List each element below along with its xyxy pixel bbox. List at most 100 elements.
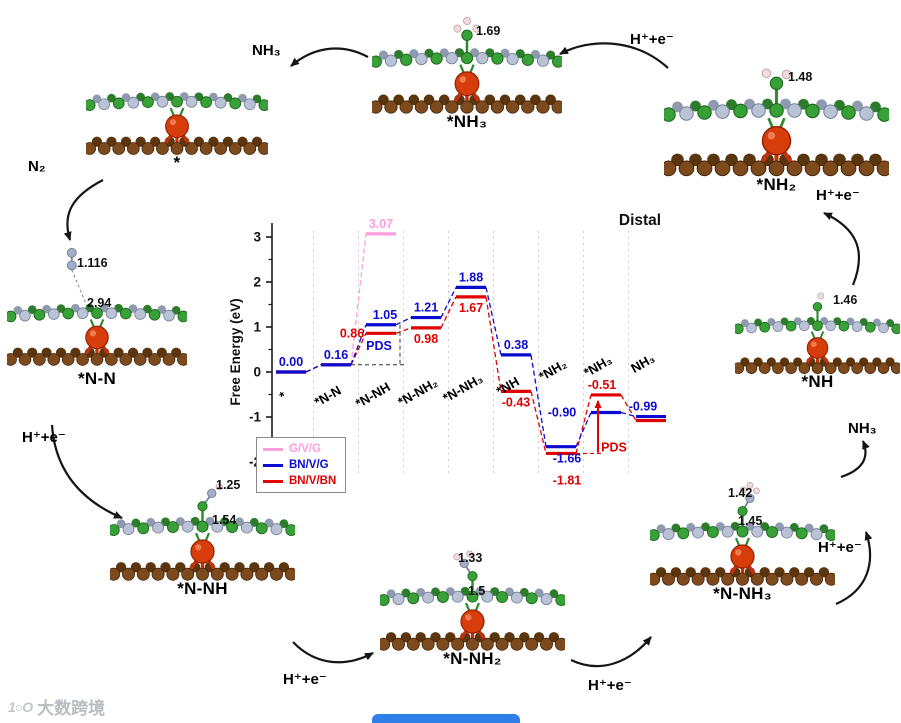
- svg-text:0.38: 0.38: [504, 338, 528, 352]
- svg-text:0.16: 0.16: [324, 348, 348, 362]
- structure-label: *: [173, 153, 181, 173]
- structure-n-nh3: 1.42 1.45 *N-NH₃: [650, 477, 835, 604]
- svg-text:1.05: 1.05: [373, 308, 397, 322]
- legend-line-swatch: [263, 479, 283, 483]
- structure-label: *NH: [801, 372, 834, 391]
- legend-line-swatch: [263, 447, 283, 451]
- structure-label: *N-N: [77, 368, 117, 388]
- bond-length: 1.42: [728, 486, 753, 500]
- watermark: 1○O 大数跨境: [8, 694, 105, 719]
- svg-text:Free Energy (eV): Free Energy (eV): [228, 298, 243, 405]
- structure-n-nh: 1.25 1.54 *N-NH: [110, 472, 295, 599]
- svg-text:0.00: 0.00: [279, 355, 303, 369]
- reaction-step-label: H⁺+e⁻: [818, 539, 862, 556]
- molecule-nh3: [372, 17, 562, 115]
- reaction-step-label: H⁺+e⁻: [630, 31, 674, 48]
- svg-text:-0.90: -0.90: [548, 406, 577, 420]
- bond-length: 1.116: [77, 256, 108, 270]
- svg-text:*N-NH₂: *N-NH₂: [395, 375, 440, 410]
- adsorbate-n-nh: [197, 483, 223, 525]
- svg-text:1: 1: [253, 320, 261, 335]
- arrow-nh2-to-nh3: [559, 42, 669, 69]
- legend-item: G/V/G: [263, 442, 336, 456]
- reaction-step-label: H⁺+e⁻: [283, 671, 327, 688]
- structure-label: *N-NH₃: [713, 584, 772, 603]
- svg-text:3.07: 3.07: [369, 217, 393, 231]
- legend-line-swatch: [263, 463, 283, 467]
- legend-label: BN/V/BN: [289, 475, 337, 487]
- structure-label: *NH₃: [446, 112, 488, 131]
- reaction-step-label: NH₃: [848, 420, 877, 437]
- legend-label: BN/V/G: [289, 459, 329, 471]
- molecule-nh2: [664, 68, 889, 179]
- arrow-nnh2-to-nnh3: [570, 636, 652, 668]
- arrow-nh-to-nh2: [823, 212, 861, 286]
- svg-text:*NH₂: *NH₂: [536, 356, 569, 384]
- arrow-nnh3-to-nh: [835, 531, 873, 606]
- molecule-n-nh3: [650, 481, 835, 587]
- structure-label: *NH₂: [756, 175, 797, 194]
- arrow-nh3-to-star: [290, 47, 369, 67]
- structure-nh: 1.46 *NH: [735, 277, 900, 392]
- svg-text:-1.81: -1.81: [553, 473, 582, 487]
- bond-length: 1.5: [468, 584, 486, 598]
- bond-length: 1.25: [216, 478, 241, 492]
- structure-label: *N-NH₂: [443, 649, 502, 668]
- svg-text:*N-NH: *N-NH: [353, 379, 393, 411]
- svg-text:*NH₃: *NH₃: [581, 352, 614, 380]
- svg-text:0: 0: [253, 365, 261, 380]
- arrow-nh3-release: [840, 440, 870, 479]
- structure-star: *: [86, 48, 268, 173]
- svg-text:-1: -1: [249, 410, 261, 425]
- bond-length: 1.69: [476, 24, 501, 38]
- svg-text:PDS: PDS: [366, 339, 392, 353]
- legend-item: BN/V/G: [263, 458, 336, 472]
- chart-legend: G/V/G BN/V/G BN/V/BN: [256, 437, 347, 493]
- structure-nn: 1.116 2.94 *N-N: [7, 242, 187, 389]
- arrow-star-to-nn: [63, 179, 104, 241]
- adsorbate-n2: [66, 247, 89, 309]
- molecule-star: [86, 90, 268, 157]
- svg-text:NH₃: NH₃: [628, 350, 657, 375]
- svg-text:1.21: 1.21: [414, 301, 438, 315]
- reaction-step-label: N₂: [28, 158, 46, 175]
- bond-length: 1.45: [738, 514, 763, 528]
- structure-nh2: 1.48 *NH₂: [664, 44, 889, 195]
- legend-item: BN/V/BN: [263, 474, 336, 488]
- svg-text:1.88: 1.88: [459, 270, 483, 284]
- arrow-nn-to-nnh: [50, 424, 123, 520]
- structure-n-nh2: 1.33 1.5 *N-NH₂: [380, 542, 565, 669]
- molecule-nn: [7, 247, 187, 368]
- adsorbate-nh: [812, 292, 825, 325]
- svg-text:2: 2: [253, 275, 261, 290]
- adsorbate-n-nh2: [453, 550, 478, 595]
- svg-text:*N-NH₃: *N-NH₃: [440, 371, 485, 406]
- adsorbate-n-nh3: [737, 481, 760, 530]
- reaction-step-label: NH₃: [252, 42, 281, 59]
- svg-text:-0.43: -0.43: [502, 395, 531, 409]
- svg-text:0.98: 0.98: [414, 332, 438, 346]
- svg-text:1.67: 1.67: [459, 301, 483, 315]
- reaction-step-label: H⁺+e⁻: [588, 677, 632, 694]
- watermark-logo-icon: 1○O: [8, 698, 33, 715]
- svg-text:*N-N: *N-N: [312, 383, 344, 410]
- svg-text:-0.99: -0.99: [629, 400, 658, 414]
- bond-length: 1.46: [833, 293, 858, 307]
- bond-length: 1.33: [458, 551, 483, 565]
- arrow-nnh-to-nnh2: [292, 641, 374, 664]
- svg-text:-1.66: -1.66: [553, 452, 582, 466]
- bond-length: 1.54: [212, 513, 237, 527]
- structure-nh3: 1.69 *NH₃: [372, 2, 562, 132]
- reaction-step-label: H⁺+e⁻: [816, 187, 860, 204]
- svg-text:0.86: 0.86: [340, 326, 364, 340]
- molecule-n-nh: [110, 483, 295, 582]
- structure-label: *N-NH: [177, 579, 228, 598]
- svg-text:Distal: Distal: [619, 212, 661, 229]
- molecule-nh: [735, 292, 900, 376]
- molecule-n-nh2: [380, 550, 565, 652]
- svg-text:PDS: PDS: [601, 440, 627, 454]
- bottom-blue-bar: [372, 714, 520, 723]
- reaction-step-label: H⁺+e⁻: [22, 429, 66, 446]
- svg-text:3: 3: [253, 230, 261, 245]
